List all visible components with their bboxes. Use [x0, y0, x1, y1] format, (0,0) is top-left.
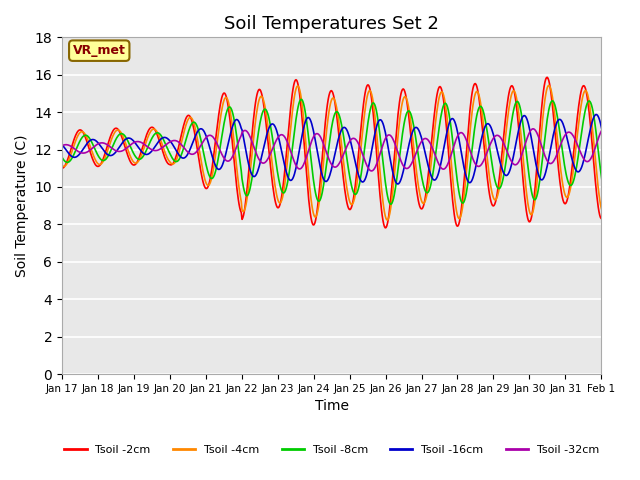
Tsoil -8cm	[232, 123, 239, 129]
Tsoil -16cm	[232, 118, 239, 123]
Tsoil -2cm	[282, 160, 289, 166]
Tsoil -8cm	[282, 188, 289, 193]
Tsoil -4cm	[617, 79, 625, 85]
Tsoil -32cm	[368, 168, 376, 174]
Tsoil -8cm	[387, 201, 394, 207]
Tsoil -8cm	[621, 96, 628, 101]
Tsoil -16cm	[634, 128, 640, 133]
Line: Tsoil -2cm: Tsoil -2cm	[62, 74, 637, 228]
Tsoil -4cm	[410, 145, 417, 151]
Tsoil -16cm	[592, 112, 600, 118]
Tsoil -2cm	[410, 162, 417, 168]
Tsoil -8cm	[125, 142, 133, 147]
Tsoil -2cm	[442, 120, 450, 125]
Tsoil -16cm	[442, 134, 450, 140]
Title: Soil Temperatures Set 2: Soil Temperatures Set 2	[224, 15, 439, 33]
Tsoil -8cm	[410, 123, 417, 129]
Tsoil -2cm	[260, 102, 268, 108]
Tsoil -32cm	[125, 143, 133, 148]
Line: Tsoil -32cm: Tsoil -32cm	[62, 127, 637, 171]
Tsoil -32cm	[282, 135, 289, 141]
Y-axis label: Soil Temperature (C): Soil Temperature (C)	[15, 134, 29, 277]
Tsoil -16cm	[410, 126, 417, 132]
Tsoil -4cm	[282, 176, 289, 181]
Tsoil -4cm	[634, 194, 640, 200]
Tsoil -8cm	[442, 101, 450, 107]
Tsoil -16cm	[260, 144, 268, 150]
Tsoil -32cm	[601, 124, 609, 130]
Tsoil -8cm	[260, 107, 268, 113]
Tsoil -32cm	[232, 147, 239, 153]
Legend: Tsoil -2cm, Tsoil -4cm, Tsoil -8cm, Tsoil -16cm, Tsoil -32cm: Tsoil -2cm, Tsoil -4cm, Tsoil -8cm, Tsoi…	[60, 440, 604, 459]
Tsoil -8cm	[634, 168, 640, 174]
Tsoil -2cm	[125, 157, 133, 163]
Tsoil -32cm	[634, 132, 640, 137]
X-axis label: Time: Time	[315, 399, 349, 413]
Tsoil -32cm	[442, 165, 450, 170]
Line: Tsoil -8cm: Tsoil -8cm	[62, 98, 637, 204]
Tsoil -16cm	[58, 142, 66, 147]
Tsoil -4cm	[260, 98, 268, 104]
Tsoil -2cm	[381, 225, 389, 231]
Line: Tsoil -4cm: Tsoil -4cm	[62, 82, 637, 220]
Tsoil -4cm	[125, 152, 133, 157]
Tsoil -2cm	[634, 203, 640, 208]
Tsoil -16cm	[282, 166, 289, 172]
Tsoil -16cm	[125, 135, 133, 141]
Tsoil -2cm	[616, 71, 623, 77]
Tsoil -32cm	[58, 143, 66, 149]
Tsoil -16cm	[394, 181, 402, 187]
Tsoil -2cm	[58, 166, 66, 171]
Tsoil -8cm	[58, 155, 66, 160]
Tsoil -4cm	[232, 151, 239, 157]
Tsoil -4cm	[383, 217, 391, 223]
Tsoil -4cm	[442, 106, 450, 112]
Line: Tsoil -16cm: Tsoil -16cm	[62, 115, 637, 184]
Text: VR_met: VR_met	[73, 44, 125, 57]
Tsoil -32cm	[410, 156, 417, 162]
Tsoil -2cm	[232, 170, 239, 176]
Tsoil -4cm	[58, 163, 66, 168]
Tsoil -32cm	[260, 160, 268, 166]
